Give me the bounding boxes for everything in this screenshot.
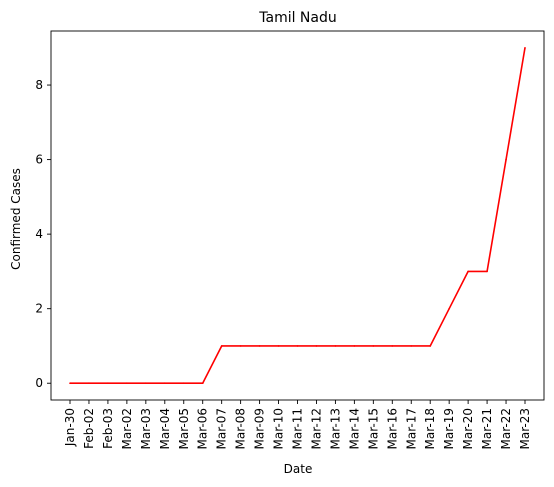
x-tick-label: Mar-19	[442, 408, 456, 449]
plot-frame	[50, 30, 545, 401]
data-point	[201, 382, 204, 385]
data-point	[107, 382, 109, 385]
plot-area: 0 2 4 6 8 Jan-30 Feb-02 Feb-03 Mar-02 Mar-03 Mar-0…	[35, 30, 545, 449]
x-tick-label: Jan-30	[63, 408, 77, 447]
data-point	[182, 382, 185, 385]
x-tick-label: Feb-03	[101, 408, 115, 449]
data-point	[88, 382, 90, 385]
x-tick-label: Mar-13	[328, 408, 342, 449]
x-tick-label: Mar-20	[461, 408, 475, 449]
x-tick-label: Mar-03	[139, 408, 153, 449]
x-tick-label: Mar-08	[234, 408, 248, 449]
data-point	[524, 46, 526, 49]
x-tick-label: Mar-11	[291, 408, 305, 449]
y-tick-label: 2	[35, 302, 43, 316]
data-point	[334, 345, 337, 347]
x-tick-label: Mar-21	[480, 408, 494, 449]
data-point	[372, 345, 375, 347]
data-point	[126, 382, 128, 385]
x-tick-label: Mar-23	[518, 408, 532, 449]
x-tick-label: Mar-22	[499, 408, 513, 449]
x-tick-label: Mar-06	[196, 408, 210, 449]
chart-title: Tamil Nadu	[258, 10, 337, 26]
y-tick-label: 0	[35, 376, 43, 390]
data-point	[467, 270, 469, 273]
data-point	[448, 307, 450, 310]
x-tick-label: Mar-10	[272, 408, 286, 449]
data-point	[391, 345, 394, 347]
y-axis-label: Confirmed Cases	[9, 168, 23, 270]
x-tick-label: Mar-02	[120, 408, 134, 449]
series-line	[70, 47, 526, 385]
x-tick-label: Mar-12	[309, 408, 323, 449]
data-point	[353, 345, 356, 347]
data-point	[315, 345, 318, 347]
x-tick-label: Mar-16	[385, 408, 399, 449]
data-point	[277, 345, 280, 347]
data-point	[145, 382, 147, 385]
x-tick-label: Mar-05	[177, 408, 191, 449]
x-axis-label: Date	[284, 462, 313, 476]
data-point	[69, 382, 71, 385]
data-point	[220, 345, 223, 347]
y-tick-label: 6	[35, 153, 43, 167]
data-point	[239, 345, 242, 347]
y-tick-label: 8	[35, 78, 43, 92]
x-tick-label: Mar-15	[366, 408, 380, 449]
data-point	[429, 345, 432, 347]
x-tick-label: Mar-04	[158, 408, 172, 449]
data-point	[163, 382, 166, 385]
y-tick-label: 4	[35, 227, 43, 241]
x-tick-label: Mar-14	[347, 408, 361, 449]
x-tick-label: Feb-02	[82, 408, 96, 449]
data-point	[258, 345, 261, 347]
x-tick-label: Mar-07	[215, 408, 229, 449]
data-point	[486, 270, 488, 273]
data-point	[505, 158, 507, 161]
x-tick-label: Mar-09	[253, 408, 267, 449]
x-tick-label: Mar-17	[404, 408, 418, 449]
data-point	[410, 345, 413, 347]
data-point	[296, 345, 299, 347]
x-tick-label: Mar-18	[423, 408, 437, 449]
